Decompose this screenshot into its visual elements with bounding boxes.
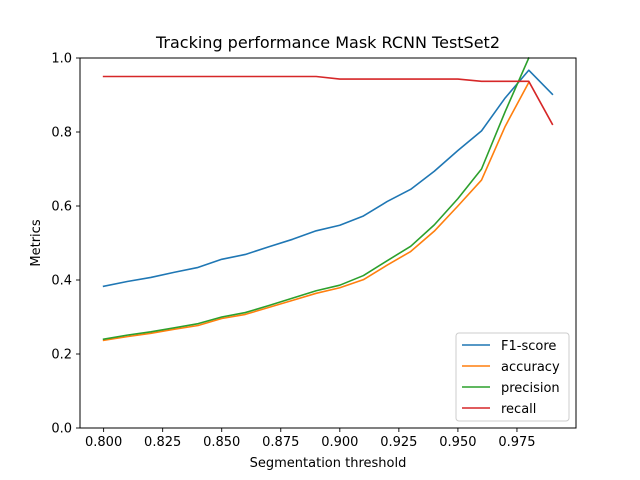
legend-label-f1-score: F1-score <box>501 339 556 354</box>
x-tick-label: 0.950 <box>439 435 476 450</box>
legend-label-accuracy: accuracy <box>501 360 560 375</box>
series-line-precision <box>102 57 530 341</box>
x-tick-label: 0.875 <box>262 435 299 450</box>
y-tick-label: 0.8 <box>51 126 72 141</box>
legend: F1-score accuracy precision recall <box>455 332 570 422</box>
x-tick-label: 0.825 <box>144 435 181 450</box>
legend-box <box>455 332 570 422</box>
plot-frame <box>79 57 577 429</box>
y-tick-label: 1.0 <box>51 52 72 67</box>
chart-title: Tracking performance Mask RCNN TestSet2 <box>155 33 500 52</box>
x-tick-label: 0.800 <box>85 435 122 450</box>
y-tick-label: 0.2 <box>51 348 72 363</box>
series-line-f1-score <box>102 69 554 288</box>
y-axis-label: Metrics <box>29 219 44 266</box>
legend-label-recall: recall <box>501 402 536 417</box>
x-tick-label: 0.900 <box>321 435 358 450</box>
x-axis: 0.800 0.825 0.850 0.875 0.900 0.925 0.950 0.975 <box>85 428 536 450</box>
y-tick-label: 0.0 <box>51 422 72 437</box>
x-axis-label: Segmentation threshold <box>250 456 407 471</box>
x-tick-label: 0.850 <box>203 435 240 450</box>
series-line-recall <box>102 75 554 126</box>
legend-label-precision: precision <box>501 381 560 396</box>
x-tick-label: 0.975 <box>498 435 535 450</box>
x-tick-label: 0.925 <box>380 435 417 450</box>
series-line-accuracy <box>102 81 530 342</box>
y-tick-label: 0.6 <box>51 200 72 215</box>
series-layer <box>102 57 554 342</box>
y-axis: 0.0 0.2 0.4 0.6 0.8 1.0 <box>51 52 80 437</box>
y-tick-label: 0.4 <box>51 274 72 289</box>
